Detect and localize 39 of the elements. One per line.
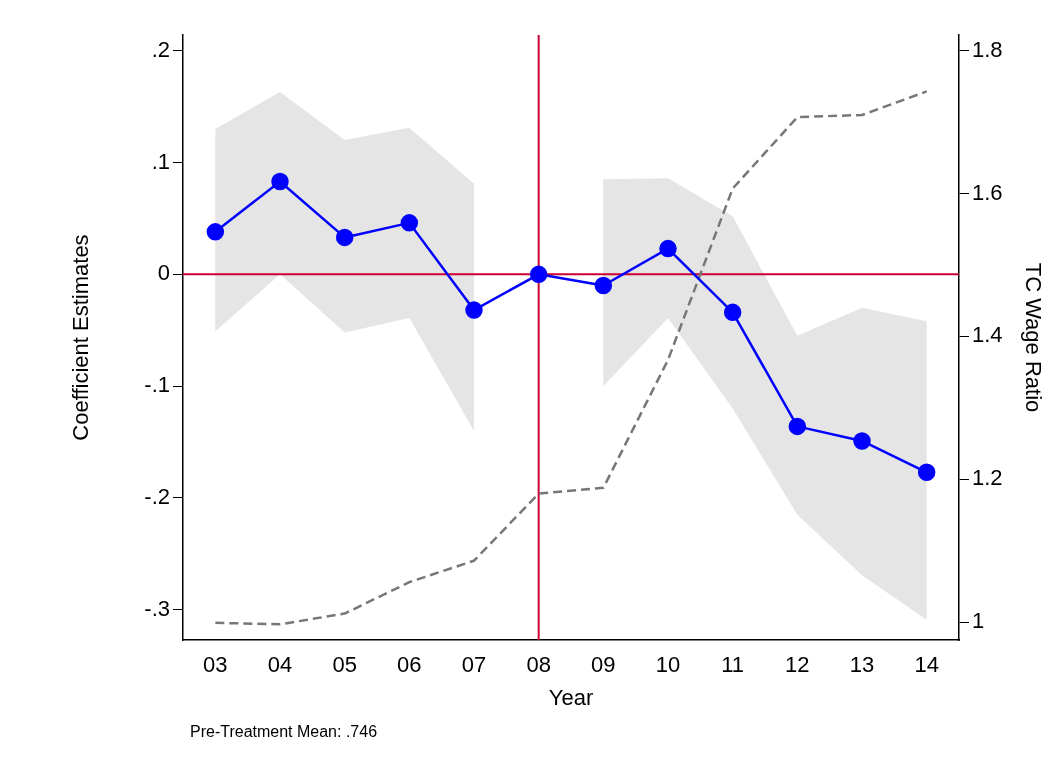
y-tick-label: 0 [157, 260, 170, 286]
x-tick-label: 09 [591, 652, 616, 678]
y2-tick-label: 1.2 [972, 465, 1003, 491]
x-tick-label: 08 [526, 652, 551, 678]
x-tick-label: 06 [397, 652, 422, 678]
x-tick-label: 14 [914, 652, 939, 678]
y-tick-label: .1 [151, 148, 170, 174]
x-tick-label: 11 [721, 652, 745, 678]
x-tick-label: 07 [461, 652, 487, 678]
point [723, 303, 742, 322]
y2-tick-label: 1.6 [972, 179, 1003, 205]
point [335, 228, 354, 247]
y2-tick-label: 1 [972, 608, 985, 634]
x-tick-label: 10 [655, 652, 681, 678]
y2-tick-label: 1.8 [972, 36, 1003, 62]
point [465, 301, 483, 319]
y2-axis-title: TC Wage Ratio [1020, 262, 1046, 413]
x-tick-label: 05 [332, 652, 357, 678]
x-tick-label: 13 [849, 652, 875, 678]
point [853, 432, 871, 450]
point [400, 214, 419, 232]
point [659, 239, 677, 258]
y-tick-label: .2 [151, 36, 170, 62]
y-tick-label: -.1 [144, 372, 170, 398]
point [529, 265, 548, 284]
x-tick-label: 03 [203, 652, 228, 678]
point [594, 276, 613, 295]
x-axis-title: Year [548, 684, 594, 710]
point [206, 223, 225, 241]
text: Pre-Treatment Mean: .746 [190, 723, 378, 741]
x-tick-label: 04 [267, 652, 293, 678]
x-tick-label: 12 [785, 652, 810, 678]
y-tick-label: -.3 [144, 595, 170, 621]
point [788, 417, 807, 436]
point [917, 463, 936, 482]
y-axis-title: Coefficient Estimates [68, 234, 94, 441]
y2-tick-label: 1.4 [972, 322, 1003, 348]
point [271, 172, 289, 191]
y-tick-label: -.2 [144, 484, 170, 510]
